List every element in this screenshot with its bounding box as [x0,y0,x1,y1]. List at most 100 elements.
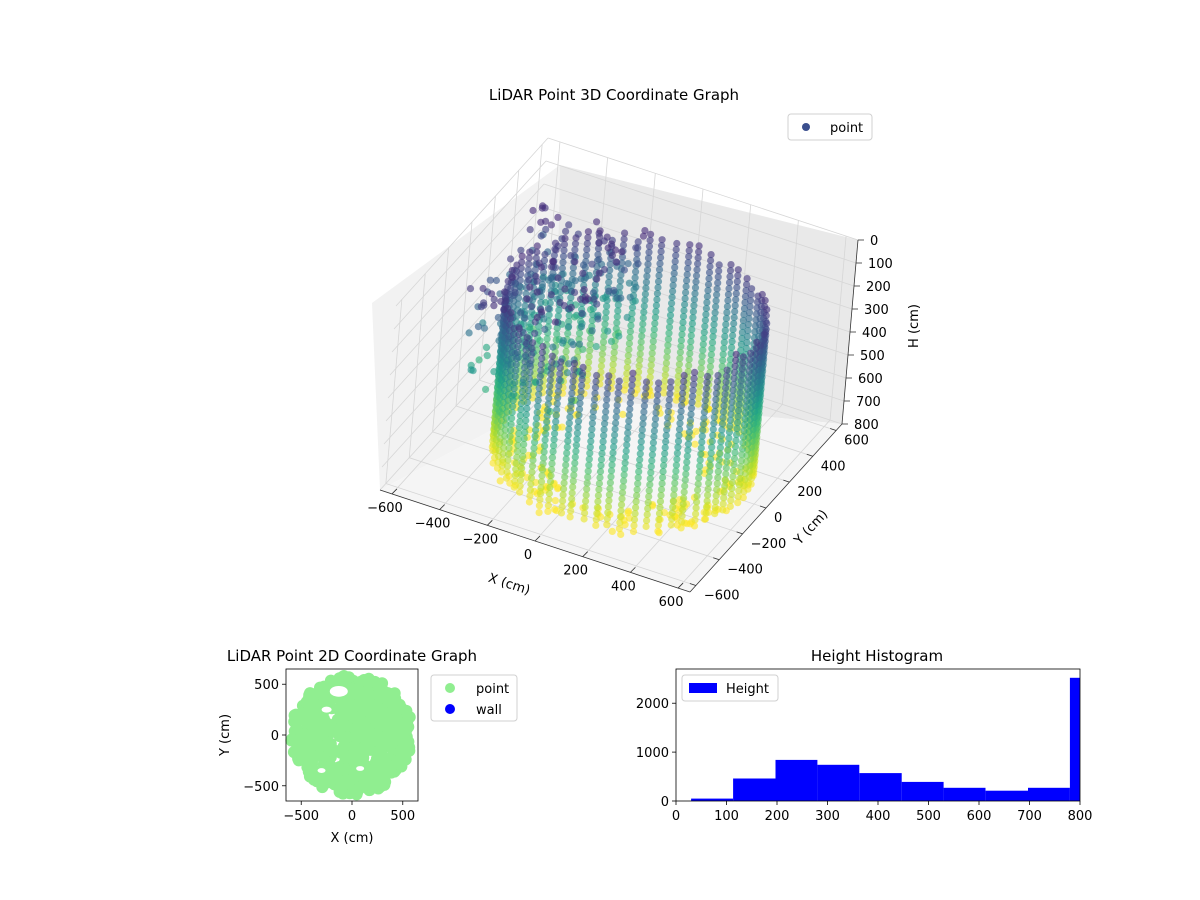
point-3d [518,464,526,472]
point-3d [605,287,613,295]
point-3d [695,394,703,402]
point-3d [744,385,752,393]
point-2d [368,675,381,688]
point-3d [670,485,678,493]
point-3d [744,379,752,387]
point-3d [517,309,525,317]
point-3d [708,339,717,347]
point-3d [562,227,570,235]
point-3d [557,358,565,366]
point-2d [326,761,339,774]
point-3d [656,497,665,505]
point-3d [728,392,737,400]
point-3d [630,516,639,524]
x-tick-mark [391,488,398,495]
point-3d [731,443,740,451]
point-3d [547,466,556,474]
point-3d [560,302,569,310]
point-3d [593,509,601,517]
point-3d [673,384,681,392]
point-3d [732,350,740,358]
point-3d [542,430,550,438]
point-3d [639,420,647,428]
point-3d [743,397,751,405]
x-ticks-3d: −600 −400 −200 0 200 400 600 [367,488,683,610]
point-3d [663,420,671,428]
point-3d [733,431,741,439]
point-3d [482,343,491,351]
point-3d [599,444,607,452]
point-3d [516,417,524,426]
point-3d [748,285,756,293]
point-3d [653,289,662,298]
point-3d [650,325,658,333]
point-3d [608,461,616,469]
point-3d [622,453,630,461]
point-2d [365,767,378,779]
point-3d [642,278,651,286]
point-3d [519,376,528,384]
point-3d [584,234,592,242]
point-3d [623,369,631,377]
point-3d [504,450,513,458]
point-3d [694,486,702,494]
point-3d [615,332,623,340]
point-3d [730,313,738,322]
point-3d [634,374,642,382]
point-3d [548,460,556,468]
histogram-bars [691,677,1080,801]
point-2d [332,703,345,716]
point-3d [583,240,591,248]
x-tick-label-hist: 500 [916,809,941,824]
point-3d [682,470,690,478]
legend-height-label: Height [726,682,769,697]
point-2d [364,698,377,711]
point-3d [521,428,529,436]
point-3d [669,281,677,289]
y-tick-label: 600 [844,433,869,448]
point-3d [572,441,581,449]
legend-wall-label-2d: wall [476,703,502,718]
point-3d [654,385,662,393]
point-3d [697,370,705,378]
point-3d [709,333,717,341]
point-3d [544,400,552,408]
point-3d [669,503,677,511]
point-3d [613,319,621,327]
point-3d [610,437,618,445]
point-3d [584,295,592,303]
point-3d [645,242,654,250]
x-tick-label: −400 [415,517,451,532]
point-3d [588,327,596,335]
point-3d [566,407,575,415]
point-3d [618,495,626,503]
point-3d [734,272,742,280]
point-3d [530,444,538,452]
point-3d [617,271,625,279]
point-3d [694,254,702,262]
point-3d [574,423,582,431]
point-3d [739,353,747,361]
point-2d [399,734,412,747]
point-3d [545,394,553,402]
point-2d [351,686,364,699]
point-3d [678,512,686,520]
histogram-ticks: 0 100 200 300 400 500 600 700 800 0 1000 2000 [636,697,1093,824]
point-3d [575,329,584,337]
point-3d [496,477,504,485]
point-3d [671,479,679,487]
point-3d [594,491,603,500]
y-tick-label: −400 [727,563,763,578]
point-3d [569,371,578,379]
point-3d [622,375,630,383]
point-3d [543,418,551,426]
point-3d [635,462,643,470]
point-3d [509,336,517,344]
point-3d [655,529,663,537]
point-3d [564,329,572,338]
point-3d [568,389,576,397]
point-3d [511,477,519,485]
point-3d [698,358,706,366]
point-3d [561,285,569,293]
point-3d [696,462,704,470]
